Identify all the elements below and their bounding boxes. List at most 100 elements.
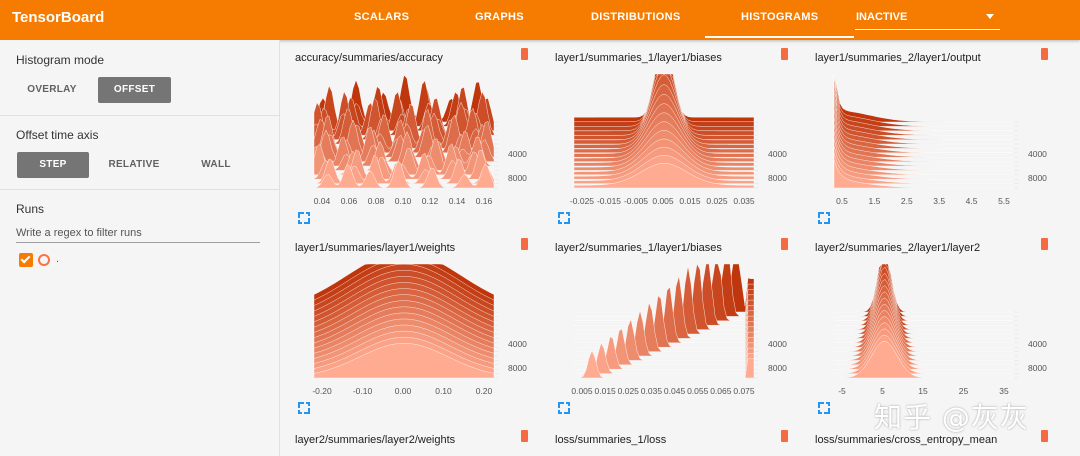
histogram-slice bbox=[833, 138, 1014, 175]
card-title: loss/summaries/cross_entropy_mean bbox=[815, 434, 998, 446]
x-tick-label: 1.5 bbox=[868, 196, 880, 206]
y-tick-label: 8000 bbox=[508, 363, 527, 373]
histogram-slice bbox=[833, 73, 1014, 136]
histogram-card: layer2/summaries_1/layer1/biases 4000 800… bbox=[544, 232, 802, 422]
histogram-slice bbox=[833, 76, 1014, 140]
histogram-slice bbox=[574, 342, 755, 374]
y-tick-label: 8000 bbox=[768, 173, 787, 183]
histogram-slice bbox=[833, 108, 1014, 158]
card-title: layer1/summaries_2/layer1/output bbox=[815, 52, 981, 64]
x-tick-label: 0.025 bbox=[618, 386, 640, 396]
histogram-plot: 4000 8000 -5 5 15 25 35 bbox=[834, 263, 1047, 396]
x-tick-label: 0.025 bbox=[706, 196, 728, 206]
x-tick-label: 0.005 bbox=[652, 196, 674, 206]
offset-button[interactable]: OFFSET bbox=[98, 77, 171, 103]
x-tick-label: 4.5 bbox=[966, 196, 978, 206]
tab-histograms[interactable]: HISTOGRAMS bbox=[704, 11, 855, 38]
app-title: TensorBoard bbox=[12, 9, 105, 26]
histogram-slice bbox=[833, 100, 1014, 153]
x-tick-label: 3.5 bbox=[933, 196, 945, 206]
x-tick-label: 0.5 bbox=[836, 196, 848, 206]
pin-icon[interactable] bbox=[521, 238, 528, 250]
tab-distributions[interactable]: DISTRIBUTIONS bbox=[591, 11, 681, 23]
histogram-plot: 4000 8000 0.04 0.06 0.08 0.10 0.12 0.14 0.16 bbox=[313, 74, 527, 206]
inactive-dashboards-select[interactable]: INACTIVE bbox=[855, 6, 1000, 30]
histogram-slice bbox=[834, 340, 1014, 379]
histogram-slice bbox=[834, 297, 1014, 348]
y-tick-label: 4000 bbox=[508, 149, 527, 159]
expand-icon[interactable] bbox=[818, 402, 830, 414]
pin-icon[interactable] bbox=[521, 48, 528, 60]
x-tick-label: -0.10 bbox=[353, 386, 373, 396]
pin-icon[interactable] bbox=[781, 430, 788, 442]
expand-icon[interactable] bbox=[818, 212, 830, 224]
x-tick-label: 0.015 bbox=[595, 386, 617, 396]
histogram-slice bbox=[833, 123, 1014, 167]
inactive-select-value: INACTIVE bbox=[856, 11, 908, 23]
y-tick-label: 8000 bbox=[1028, 173, 1047, 183]
x-tick-label: 0.00 bbox=[395, 386, 412, 396]
x-tick-label: 0.06 bbox=[341, 196, 358, 206]
histogram-slice bbox=[833, 84, 1014, 145]
offset-time-axis-label: Offset time axis bbox=[16, 128, 99, 142]
y-tick-label: 8000 bbox=[1028, 363, 1047, 373]
card-title: layer1/summaries/layer1/weights bbox=[295, 242, 456, 254]
histogram-slice bbox=[833, 159, 1014, 189]
y-tick-label: 4000 bbox=[508, 339, 527, 349]
x-tick-label: -0.005 bbox=[624, 196, 648, 206]
x-tick-label: 0.005 bbox=[571, 386, 593, 396]
x-tick-label: 0.12 bbox=[422, 196, 439, 206]
x-tick-label: 0.065 bbox=[710, 386, 732, 396]
x-tick-label: 25 bbox=[959, 386, 969, 396]
pin-icon[interactable] bbox=[1041, 48, 1048, 60]
wall-button[interactable]: WALL bbox=[201, 159, 231, 170]
histogram-card: layer1/summaries_1/layer1/biases 4000 800… bbox=[544, 42, 802, 232]
tab-scalars[interactable]: SCALARS bbox=[354, 11, 410, 23]
histogram-slice bbox=[833, 145, 1014, 180]
card-title: accuracy/summaries/accuracy bbox=[295, 52, 443, 64]
pin-icon[interactable] bbox=[781, 238, 788, 250]
histogram-slice bbox=[313, 160, 495, 189]
run-checkbox[interactable] bbox=[19, 253, 33, 267]
relative-button[interactable]: RELATIVE bbox=[108, 159, 160, 170]
x-tick-label: 0.055 bbox=[687, 386, 709, 396]
histogram-slice bbox=[833, 92, 1014, 149]
runs-filter-input[interactable]: Write a regex to filter runs bbox=[16, 227, 142, 239]
run-color-circle-icon[interactable] bbox=[38, 254, 50, 266]
x-tick-label: 0.035 bbox=[733, 196, 755, 206]
histogram-plot: 4000 8000 -0.20 -0.10 0.00 0.10 0.20 bbox=[312, 263, 527, 396]
input-underline bbox=[16, 242, 260, 243]
histogram-slice bbox=[574, 295, 755, 348]
x-tick-label: 5 bbox=[880, 386, 885, 396]
expand-icon[interactable] bbox=[558, 402, 570, 414]
pin-icon[interactable] bbox=[1041, 430, 1048, 442]
pin-icon[interactable] bbox=[1041, 238, 1048, 250]
histogram-slice bbox=[833, 131, 1014, 171]
x-tick-label: 0.14 bbox=[449, 196, 466, 206]
histogram-slice bbox=[833, 152, 1014, 184]
histogram-slice bbox=[833, 73, 1014, 131]
x-tick-label: 15 bbox=[918, 386, 928, 396]
card-title: layer2/summaries_2/layer1/layer2 bbox=[815, 242, 981, 254]
expand-icon[interactable] bbox=[298, 402, 310, 414]
step-button[interactable]: STEP bbox=[17, 152, 89, 178]
histogram-slice bbox=[834, 291, 1014, 343]
expand-icon[interactable] bbox=[558, 212, 570, 224]
histogram-slice bbox=[573, 163, 755, 189]
divider bbox=[0, 189, 280, 190]
y-tick-label: 4000 bbox=[1028, 339, 1047, 349]
x-tick-label: -0.20 bbox=[312, 386, 332, 396]
tab-graphs[interactable]: GRAPHS bbox=[475, 11, 524, 23]
histogram-slice bbox=[834, 279, 1014, 335]
x-tick-label: 0.045 bbox=[664, 386, 686, 396]
check-icon bbox=[20, 253, 31, 264]
y-tick-label: 4000 bbox=[768, 339, 787, 349]
pin-icon[interactable] bbox=[521, 430, 528, 442]
sidebar: Histogram mode OVERLAY OFFSET Offset tim… bbox=[0, 40, 280, 456]
overlay-button[interactable]: OVERLAY bbox=[27, 84, 77, 95]
histogram-plot: 4000 8000 0.5 1.5 2.5 3.5 4.5 5.5 bbox=[833, 73, 1047, 206]
pin-icon[interactable] bbox=[781, 48, 788, 60]
x-tick-label: 0.035 bbox=[641, 386, 663, 396]
x-tick-label: 0.075 bbox=[733, 386, 755, 396]
expand-icon[interactable] bbox=[298, 212, 310, 224]
